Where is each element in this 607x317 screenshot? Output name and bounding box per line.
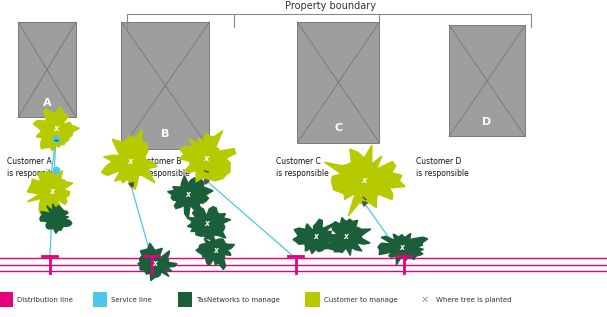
Polygon shape xyxy=(40,204,72,233)
Text: Where tree is planted: Where tree is planted xyxy=(436,297,511,302)
Text: x: x xyxy=(362,176,367,185)
Text: Customer to manage: Customer to manage xyxy=(324,297,397,302)
Polygon shape xyxy=(27,169,73,219)
Polygon shape xyxy=(168,176,213,219)
Polygon shape xyxy=(325,145,405,216)
Bar xyxy=(0,292,13,307)
Text: x: x xyxy=(344,232,348,241)
Text: x: x xyxy=(313,232,318,241)
Text: x: x xyxy=(213,246,218,255)
Polygon shape xyxy=(179,131,236,186)
Text: x: x xyxy=(128,157,133,166)
Text: x: x xyxy=(204,219,209,228)
Bar xyxy=(121,22,209,149)
Bar xyxy=(449,25,525,136)
Text: x: x xyxy=(49,187,54,196)
Polygon shape xyxy=(188,207,231,241)
Bar xyxy=(18,22,76,117)
Text: B: B xyxy=(161,129,169,139)
Polygon shape xyxy=(293,219,336,254)
Text: x: x xyxy=(204,154,209,163)
Bar xyxy=(305,292,320,307)
Text: Customer B
is responsible: Customer B is responsible xyxy=(137,157,189,178)
Text: Distribution line: Distribution line xyxy=(17,297,73,302)
Text: Customer D
is responsible: Customer D is responsible xyxy=(416,157,469,178)
Polygon shape xyxy=(101,129,157,189)
Text: x: x xyxy=(399,243,404,252)
Text: x: x xyxy=(53,124,58,133)
Text: Property boundary: Property boundary xyxy=(285,1,376,11)
Polygon shape xyxy=(313,218,371,256)
Text: A: A xyxy=(42,98,52,108)
Polygon shape xyxy=(196,236,234,269)
Text: Customer A
is responsible: Customer A is responsible xyxy=(7,157,60,178)
Text: C: C xyxy=(334,123,342,133)
Text: ✕: ✕ xyxy=(421,294,429,305)
Bar xyxy=(178,292,192,307)
Bar xyxy=(93,292,107,307)
Polygon shape xyxy=(33,107,80,151)
Text: x: x xyxy=(186,191,191,199)
Text: x: x xyxy=(152,259,157,268)
Text: D: D xyxy=(483,117,492,127)
Polygon shape xyxy=(378,233,428,265)
Text: Customer C
is responsible: Customer C is responsible xyxy=(276,157,329,178)
Text: Service line: Service line xyxy=(111,297,152,302)
Polygon shape xyxy=(138,243,177,281)
Text: TasNetworks to manage: TasNetworks to manage xyxy=(196,297,280,302)
Bar xyxy=(297,22,379,143)
